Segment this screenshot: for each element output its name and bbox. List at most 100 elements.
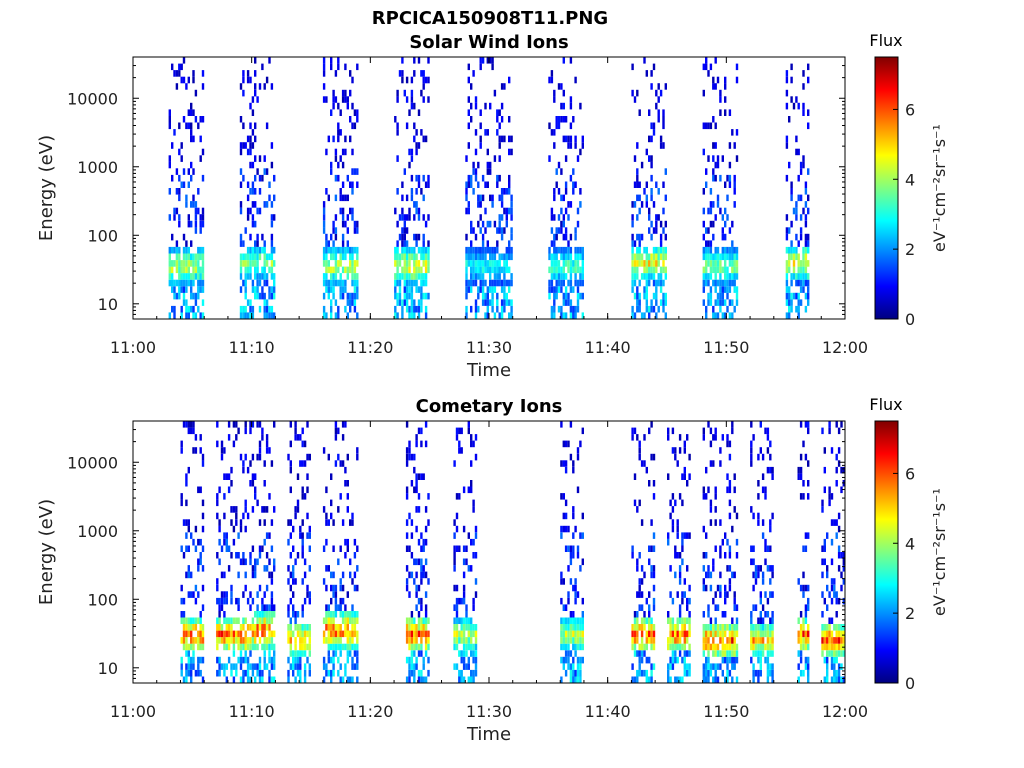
spectrogram-cell xyxy=(344,279,347,287)
x-axis-label: Time xyxy=(466,360,511,381)
spectrogram-cell xyxy=(356,116,359,123)
spectrogram-cell xyxy=(254,240,257,247)
spectrogram-cell xyxy=(721,538,724,546)
spectrogram-cell xyxy=(705,266,708,274)
spectrogram-cell xyxy=(804,663,808,670)
spectrogram-cell xyxy=(413,630,416,638)
spectrogram-cell xyxy=(510,312,513,319)
spectrogram-cell xyxy=(655,266,658,274)
spectrogram-cell xyxy=(458,630,461,638)
spectrogram-cell xyxy=(470,440,473,448)
spectrogram-cell xyxy=(712,630,715,638)
spectrogram-cell xyxy=(484,207,487,215)
spectrogram-cell xyxy=(574,643,577,651)
spectrogram-cell xyxy=(828,499,831,507)
spectrogram-cell xyxy=(339,545,342,552)
spectrogram-cell xyxy=(638,447,641,454)
spectrogram-cell xyxy=(427,630,430,638)
spectrogram-cell xyxy=(576,253,580,261)
spectrogram-cell xyxy=(576,624,580,631)
spectrogram-cell xyxy=(216,624,219,631)
spectrogram-cell xyxy=(263,624,266,631)
spectrogram-cell xyxy=(216,552,219,559)
spectrogram-cell xyxy=(733,201,736,208)
spectrogram-cell xyxy=(771,617,774,624)
spectrogram-cell xyxy=(244,266,247,274)
spectrogram-cell xyxy=(265,201,269,208)
spectrogram-cell xyxy=(638,552,641,559)
spectrogram-cell xyxy=(185,279,188,287)
spectrogram-cell xyxy=(835,466,838,474)
spectrogram-cell xyxy=(553,260,556,267)
spectrogram-cell xyxy=(199,558,202,566)
spectrogram-cell xyxy=(581,532,584,539)
spectrogram-cell xyxy=(223,669,226,677)
spectrogram-cell xyxy=(572,584,575,592)
spectrogram-cell xyxy=(572,630,575,638)
spectrogram-cell xyxy=(351,617,354,624)
spectrogram-cell xyxy=(716,604,720,611)
spectrogram-cell xyxy=(716,161,720,169)
spectrogram-cell xyxy=(631,630,634,638)
spectrogram-cell xyxy=(190,663,193,670)
spectrogram-cell xyxy=(579,669,582,677)
spectrogram-cell xyxy=(683,669,686,677)
spectrogram-cell xyxy=(655,286,658,293)
spectrogram-cell xyxy=(664,273,667,280)
spectrogram-cell xyxy=(261,292,264,300)
spectrogram-cell xyxy=(325,233,328,241)
spectrogram-cell xyxy=(254,571,257,579)
spectrogram-cell xyxy=(574,597,577,605)
spectrogram-cell xyxy=(178,220,181,228)
spectrogram-cell xyxy=(413,273,416,280)
spectrogram-cell xyxy=(251,473,255,480)
spectrogram-cell xyxy=(420,305,423,313)
spectrogram-cell xyxy=(192,266,195,274)
spectrogram-cell xyxy=(410,624,414,631)
spectrogram-cell xyxy=(356,312,359,319)
spectrogram-cell xyxy=(731,643,734,651)
spectrogram-cell xyxy=(175,266,179,274)
spectrogram-cell xyxy=(572,656,575,664)
spectrogram-cell xyxy=(268,643,271,651)
spectrogram-cell xyxy=(254,630,257,638)
spectrogram-cell xyxy=(669,512,672,520)
spectrogram-cell xyxy=(785,89,789,97)
spectrogram-cell xyxy=(505,299,508,306)
spectrogram-cell xyxy=(408,617,411,624)
spectrogram-cell xyxy=(826,643,829,651)
spectrogram-cell xyxy=(493,286,497,293)
spectrogram-cell xyxy=(401,76,404,84)
spectrogram-cell xyxy=(467,63,470,71)
spectrogram-cell xyxy=(705,656,708,664)
spectrogram-cell xyxy=(239,624,243,631)
spectrogram-cell xyxy=(467,532,470,539)
spectrogram-cell xyxy=(199,656,202,664)
spectrogram-cell xyxy=(574,676,577,683)
spectrogram-cell xyxy=(569,630,573,638)
y-tick-label: 100 xyxy=(87,590,118,609)
spectrogram-cell xyxy=(263,591,266,598)
spectrogram-cell xyxy=(330,669,333,677)
spectrogram-cell xyxy=(705,227,708,234)
spectrogram-cell xyxy=(197,273,200,280)
spectrogram-cell xyxy=(254,155,257,162)
spectrogram-cell xyxy=(178,273,181,280)
spectrogram-cell xyxy=(757,571,760,579)
spectrogram-cell xyxy=(265,584,269,592)
spectrogram-cell xyxy=(265,312,269,319)
colorbar xyxy=(874,420,899,684)
spectrogram-cell xyxy=(655,181,658,188)
spectrogram-cell xyxy=(270,253,274,261)
spectrogram-cell xyxy=(508,181,511,188)
spectrogram-cell xyxy=(496,116,499,123)
spectrogram-cell xyxy=(353,571,357,579)
spectrogram-cell xyxy=(496,305,499,313)
spectrogram-cell xyxy=(201,266,205,274)
spectrogram-cell xyxy=(835,676,838,683)
spectrogram-cell xyxy=(733,656,736,664)
spectrogram-cell xyxy=(731,676,734,683)
spectrogram-cell xyxy=(458,440,461,448)
spectrogram-cell xyxy=(299,532,302,539)
spectrogram-cell xyxy=(462,643,466,651)
